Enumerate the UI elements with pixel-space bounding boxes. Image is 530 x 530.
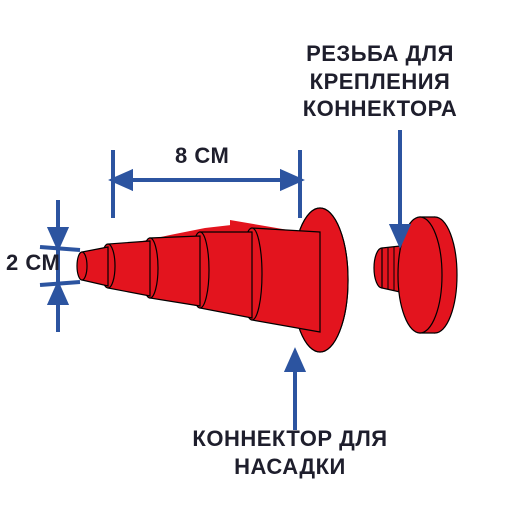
dim-width-label: 8 СМ <box>175 143 229 169</box>
connector-label: КОННЕКТОР ДЛЯ НАСАДКИ <box>150 425 430 480</box>
thread-label: РЕЗЬБА ДЛЯ КРЕПЛЕНИЯ КОННЕКТОРА <box>260 40 500 123</box>
dim-height-label: 2 СМ <box>6 250 60 276</box>
thread-connector <box>374 217 457 333</box>
